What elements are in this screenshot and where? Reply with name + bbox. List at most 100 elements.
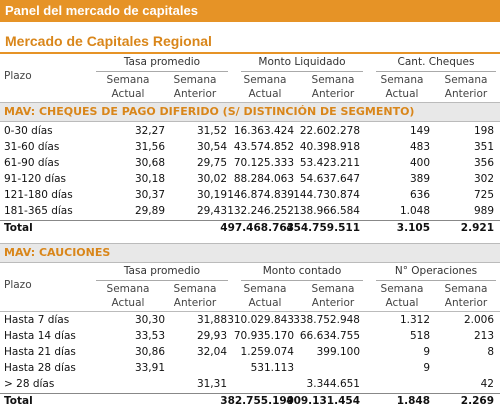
cell: 302 — [473, 173, 494, 185]
cell: 2.921 — [460, 222, 494, 234]
cell: 2.006 — [463, 314, 494, 326]
row-label: Total — [4, 222, 33, 234]
row-label: Total — [4, 395, 33, 407]
title: Panel del mercado de capitales — [5, 3, 198, 18]
subtitle: Mercado de Capitales Regional — [5, 33, 212, 49]
cell: 989 — [473, 205, 494, 217]
group-rule — [96, 71, 228, 72]
group-header: Monto contado — [262, 265, 342, 277]
cell: 483 — [409, 141, 430, 153]
row-label: 0-30 días — [4, 125, 53, 137]
section-title: MAV: CAUCIONES — [4, 246, 111, 259]
cell: 33,53 — [134, 330, 165, 342]
sub-header: Semana Anterior — [173, 74, 217, 100]
row-label: Hasta 21 días — [4, 346, 76, 358]
sub-header: Semana Actual — [106, 283, 150, 309]
sub-header: Semana Actual — [243, 283, 287, 309]
cell: 144.730.874 — [293, 189, 360, 201]
cell: 454.759.511 — [286, 222, 360, 234]
plazo-header: Plazo — [4, 70, 32, 82]
cell: 3.105 — [396, 222, 430, 234]
cell: 351 — [473, 141, 494, 153]
cell: 9 — [423, 346, 430, 358]
cell: 518 — [409, 330, 430, 342]
cell: 8 — [487, 346, 494, 358]
cell: 30,02 — [196, 173, 227, 185]
cell: 29,93 — [196, 330, 227, 342]
group-rule — [376, 280, 496, 281]
cell: 138.966.584 — [293, 205, 360, 217]
title-bar — [0, 0, 500, 22]
cell: 409.131.454 — [286, 395, 360, 407]
cell: 32,04 — [196, 346, 227, 358]
row-label: > 28 días — [4, 378, 55, 390]
sub-header: Semana Anterior — [311, 74, 355, 100]
cell: 338.752.948 — [293, 314, 360, 326]
cell: 400 — [409, 157, 430, 169]
total-rule — [0, 220, 500, 221]
cell: 30,68 — [134, 157, 165, 169]
cell: 399.100 — [316, 346, 360, 358]
cell: 149 — [409, 125, 430, 137]
cell: 40.398.918 — [299, 141, 360, 153]
subtitle-rule — [0, 52, 500, 54]
cell: 382.755.199 — [220, 395, 294, 407]
row-label: 61-90 días — [4, 157, 60, 169]
cell: 30,86 — [134, 346, 165, 358]
row-label: 31-60 días — [4, 141, 60, 153]
cell: 310.029.843 — [227, 314, 294, 326]
cell: 29,43 — [196, 205, 227, 217]
cell: 53.423.211 — [299, 157, 360, 169]
cell: 389 — [409, 173, 430, 185]
cell: 1.312 — [399, 314, 430, 326]
cell: 30,30 — [134, 314, 165, 326]
header-rule — [0, 102, 500, 103]
sub-header: Semana Anterior — [444, 283, 488, 309]
sub-header: Semana Anterior — [444, 74, 488, 100]
cell: 42 — [480, 378, 494, 390]
cell: 30,54 — [196, 141, 227, 153]
cell: 16.363.424 — [233, 125, 294, 137]
sub-header: Semana Actual — [243, 74, 287, 100]
row-label: 181-365 días — [4, 205, 73, 217]
sub-header: Semana Anterior — [311, 283, 355, 309]
group-header: Tasa promedio — [123, 265, 201, 277]
cell: 2.269 — [460, 395, 494, 407]
cell: 198 — [473, 125, 494, 137]
cell: 531.113 — [250, 362, 294, 374]
cell: 30,37 — [134, 189, 165, 201]
group-rule — [241, 71, 363, 72]
section-title: MAV: CHEQUES DE PAGO DIFERIDO (S/ DISTIN… — [4, 105, 415, 118]
sub-header: Semana Actual — [380, 283, 424, 309]
cell: 31,52 — [196, 125, 227, 137]
cell: 31,31 — [196, 378, 227, 390]
cell: 32,27 — [134, 125, 165, 137]
cell: 30,18 — [134, 173, 165, 185]
row-label: 121-180 días — [4, 189, 73, 201]
group-header: Tasa promedio — [123, 56, 201, 68]
total-rule — [0, 393, 500, 394]
cell: 213 — [473, 330, 494, 342]
plazo-header: Plazo — [4, 279, 32, 291]
cell: 132.246.252 — [227, 205, 294, 217]
row-label: Hasta 14 días — [4, 330, 76, 342]
sub-header: Semana Actual — [380, 74, 424, 100]
cell: 356 — [473, 157, 494, 169]
row-label: Hasta 7 días — [4, 314, 70, 326]
group-header: Cant. Cheques — [397, 56, 475, 68]
cell: 29,89 — [134, 205, 165, 217]
cell: 725 — [473, 189, 494, 201]
section-band — [0, 243, 500, 263]
cell: 29,75 — [196, 157, 227, 169]
group-header: Monto Liquidado — [258, 56, 346, 68]
cell: 66.634.755 — [299, 330, 360, 342]
group-header: N° Operaciones — [394, 265, 478, 277]
cell: 43.574.852 — [233, 141, 294, 153]
cell: 22.602.278 — [299, 125, 360, 137]
cell: 1.048 — [399, 205, 430, 217]
sub-header: Semana Actual — [106, 74, 150, 100]
cell: 31,88 — [196, 314, 227, 326]
group-rule — [241, 280, 363, 281]
cell: 54.637.647 — [299, 173, 360, 185]
